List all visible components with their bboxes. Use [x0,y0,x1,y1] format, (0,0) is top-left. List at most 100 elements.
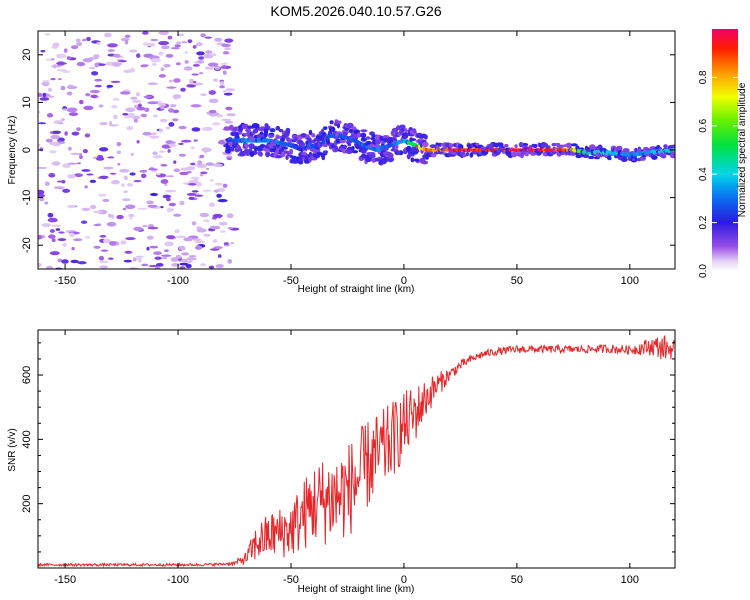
spectrogram-y-label: Frequency (Hz) [7,116,18,185]
spectrogram-noise-cell [156,172,161,176]
spectrogram-noise-cell [124,34,131,38]
spectrogram-noise-cell [166,197,171,202]
spectrogram-trace-halo [425,156,429,160]
spectrogram-noise-cell [198,56,205,60]
spectrogram-noise-cell [227,227,234,230]
spectrogram-noise-cell [55,228,61,231]
spectrogram-noise-cell [199,154,205,159]
spectrogram-noise-cell [75,38,81,43]
spectrogram-y-tick-label: -20 [21,237,33,253]
spectrogram-noise-cell [186,192,197,196]
spectrogram-trace-halo [570,143,578,147]
spectrogram-trace-halo [259,131,264,135]
spectrogram-trace-halo [377,156,384,160]
spectrogram-noise-cell [214,65,221,71]
spectrogram-y-tick-label: -10 [21,190,33,206]
spectrogram-noise-cell [219,85,226,89]
spectrogram-noise-cell [163,63,171,68]
spectrogram-noise-cell [63,48,68,53]
spectrogram-trace-halo [371,133,376,138]
spectrogram-noise-cell [166,207,172,213]
spectrogram-noise-cell [166,86,177,89]
spectrogram-trace-halo [322,150,329,154]
spectrogram-noise-cell [163,249,169,252]
spectrogram-noise-cell [57,258,63,263]
snr-x-tick-label: -50 [283,574,299,586]
spectrogram-area [38,31,675,269]
spectrogram-noise-cell [191,127,201,132]
spectrogram-noise-cell [53,186,65,190]
spectrogram-noise-cell [172,118,179,122]
spectrogram-trace-halo [410,151,419,155]
spectrogram-noise-cell [197,160,203,166]
spectrogram-noise-cell [189,78,195,84]
spectrogram-trace-halo [504,143,509,148]
spectrogram-noise-cell [108,213,112,218]
spectrogram-trace-halo [275,149,280,155]
spectrogram-noise-cell [220,62,228,65]
spectrogram-noise-cell [204,36,212,39]
spectrogram-noise-cell [172,109,180,114]
spectrogram-trace-halo [263,128,269,135]
spectrogram-noise-cell [38,111,41,114]
spectrogram-noise-cell [165,140,174,145]
spectrogram-noise-cell [136,257,142,261]
spectrogram-noise-cell [190,162,196,166]
spectrogram-noise-cell [195,164,206,167]
spectrogram-noise-cell [147,82,158,85]
spectrogram-noise-cell [94,62,99,68]
spectrogram-noise-cell [223,242,229,245]
spectrogram-noise-cell [181,258,188,263]
spectrogram-noise-cell [185,263,192,269]
spectrogram-noise-cell [42,81,48,84]
spectrogram-noise-cell [49,150,57,154]
spectrogram-noise-cell [46,265,53,269]
spectrogram-noise-cell [123,69,132,73]
spectrogram-noise-cell [73,238,83,242]
spectrogram-trace-halo [323,126,328,130]
spectrogram-trace-halo [308,129,313,136]
spectrogram-noise-cell [140,64,148,68]
spectrogram-noise-cell [142,31,149,35]
spectrogram-noise-cell [147,224,155,228]
spectrogram-noise-cell [68,112,79,116]
spectrogram-trace-halo [223,126,231,131]
spectrogram-noise-cell [84,133,91,138]
spectrogram-noise-cell [146,200,154,205]
spectrogram-noise-cell [116,142,122,147]
spectrogram-trace-halo [259,144,266,148]
spectrogram-x-tick-label: 0 [401,275,407,287]
spectrogram-noise-cell [129,217,133,220]
spectrogram-noise-cell [180,139,192,143]
spectrogram-noise-cell [117,163,121,166]
spectrogram-noise-cell [125,237,136,241]
spectrogram-noise-cell [89,179,97,183]
spectrogram-noise-cell [116,214,124,220]
spectrogram-noise-cell [178,153,186,157]
spectrogram-trace-halo [413,158,420,162]
spectrogram-noise-cell [142,42,150,46]
spectrogram-trace-halo [533,143,538,149]
spectrogram-trace-halo [335,138,342,144]
spectrogram-trace-halo [614,154,619,159]
spectrogram-noise-cell [161,256,168,260]
spectrogram-noise-cell [219,81,225,85]
spectrogram-noise-cell [210,53,217,57]
spectrogram-noise-cell [174,44,181,48]
spectrogram-trace-halo [243,148,249,155]
spectrogram-trace-halo [346,122,354,129]
spectrogram-noise-cell [38,166,48,169]
spectrogram-noise-cell [41,223,52,228]
spectrogram-noise-cell [224,47,231,51]
spectrogram-trace-halo [269,128,276,133]
spectrogram-noise-cell [139,169,148,173]
spectrogram-noise-cell [158,51,164,56]
spectrogram-noise-cell [188,196,195,200]
spectrogram-noise-cell [160,206,164,209]
spectrogram-noise-cell [57,139,61,142]
spectrogram-noise-cell [50,134,60,140]
spectrogram-noise-cell [124,250,133,254]
spectrogram-noise-cell [138,103,142,108]
colorbar-tick-label: 0.6 [698,118,709,132]
